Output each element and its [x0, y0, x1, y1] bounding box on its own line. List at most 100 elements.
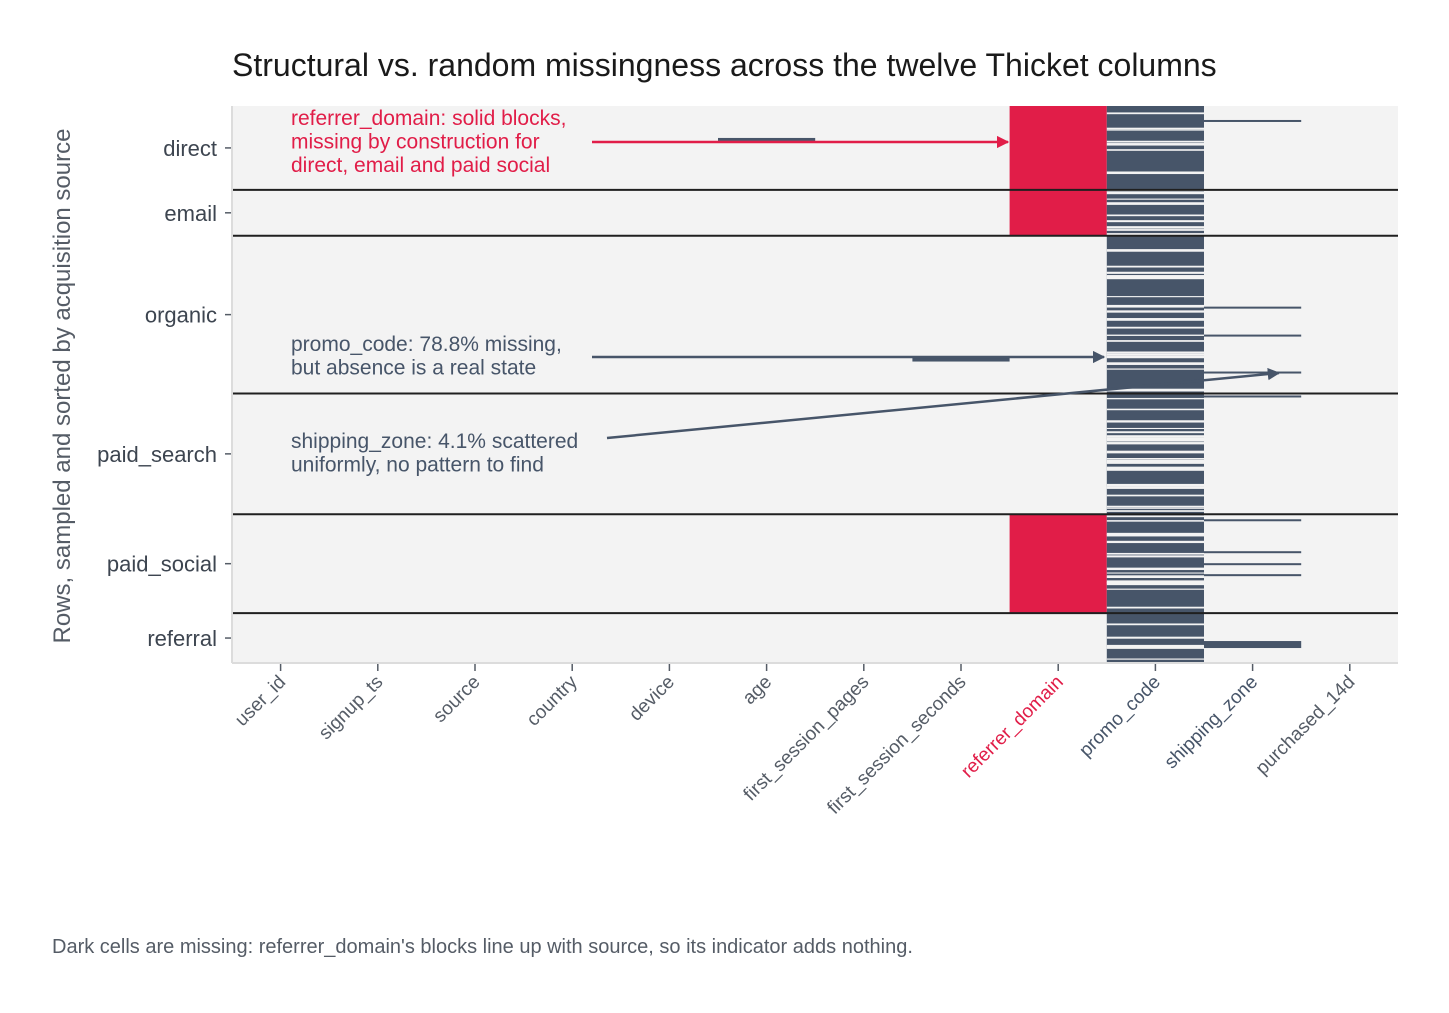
- promo-code-present-gap: [1106, 233, 1204, 236]
- promo-code-present-gap: [1106, 623, 1204, 625]
- promo-code-present-gap: [1106, 540, 1204, 544]
- promo-code-present-gap: [1106, 304, 1204, 308]
- x-tick-label: signup_ts: [315, 672, 387, 744]
- promo-code-present-gap: [1106, 353, 1204, 356]
- promo-code-present-gap: [1106, 226, 1204, 229]
- promo-code-present-gap: [1106, 420, 1204, 423]
- annotation-shipping-zone: shipping_zone: 4.1% scattered uniformly, …: [291, 430, 578, 477]
- promo-code-present-gap: [1106, 351, 1204, 354]
- promo-code-present-gap: [1106, 507, 1204, 509]
- x-tick-label: purchased_14d: [1252, 672, 1359, 779]
- promo-code-present-gap: [1106, 408, 1204, 411]
- missing-cell-shipping-zone: [1204, 563, 1302, 566]
- promo-code-present-gap: [1106, 276, 1204, 280]
- promo-code-present-gap: [1106, 510, 1204, 512]
- promo-code-present-gap: [1106, 439, 1204, 442]
- promo-code-present-gap: [1106, 486, 1204, 489]
- promo-code-present-gap: [1106, 249, 1204, 252]
- missing-cell-shipping-zone: [1204, 395, 1302, 398]
- promo-code-present-gap: [1106, 442, 1204, 445]
- promo-code-present-gap: [1106, 318, 1204, 321]
- promo-code-present-gap: [1106, 355, 1204, 359]
- chart-caption: Dark cells are missing: referrer_domain'…: [52, 936, 913, 958]
- promo-code-present-gap: [1106, 567, 1204, 571]
- promo-code-present-gap: [1106, 266, 1204, 268]
- y-tick-label: organic: [145, 303, 217, 328]
- promo-code-present-gap: [1106, 296, 1204, 298]
- promo-code-present-gap: [1106, 112, 1204, 115]
- x-tick-label: device: [625, 672, 679, 726]
- promo-code-present-gap: [1106, 326, 1204, 329]
- promo-code-present-gap: [1106, 140, 1204, 143]
- promo-code-present-gap: [1106, 461, 1204, 464]
- promo-code-present-gap: [1106, 362, 1204, 365]
- annotations-layer: referrer_domain: solid blocks, missing by…: [291, 107, 1281, 477]
- promo-code-present-gap: [1106, 450, 1204, 454]
- promo-code-present-gap: [1106, 127, 1204, 130]
- missing-cells-layer: [718, 106, 1302, 663]
- x-tick-label: shipping_zone: [1161, 672, 1263, 774]
- promo-code-present-gap: [1106, 555, 1204, 558]
- promo-code-present-gap: [1106, 582, 1204, 586]
- x-tick-label: source: [429, 672, 484, 727]
- missing-cell-age: [718, 137, 816, 141]
- promo-code-present-gap: [1106, 606, 1204, 609]
- y-tick-label: email: [164, 201, 217, 226]
- missing-cell-shipping-zone: [1204, 334, 1302, 337]
- promo-code-present-gap: [1106, 427, 1204, 430]
- promo-code-present-gap: [1106, 466, 1204, 469]
- promo-code-present-gap: [1106, 533, 1204, 537]
- annotation-arrow: [606, 367, 1281, 440]
- promo-code-present-gap: [1106, 459, 1204, 463]
- promo-code-present-gap: [1106, 458, 1204, 460]
- promo-code-present-gap: [1106, 310, 1204, 313]
- missing-cell-shipping-zone: [1204, 641, 1302, 649]
- chart-title: Structural vs. random missingness across…: [232, 47, 1217, 83]
- promo-code-present-gap: [1106, 202, 1204, 205]
- promo-code-present-gap: [1106, 552, 1204, 555]
- promo-code-present-gap: [1106, 334, 1204, 336]
- promo-code-present-gap: [1106, 575, 1204, 578]
- promo-code-present-gap: [1106, 467, 1204, 471]
- promo-code-present-gap: [1106, 431, 1204, 434]
- missing-cell-shipping-zone: [1204, 519, 1302, 522]
- promo-code-present-gap: [1106, 143, 1204, 146]
- promo-code-present-gap: [1106, 644, 1204, 648]
- promo-code-present-gap: [1106, 437, 1204, 440]
- promo-code-present-gap: [1106, 588, 1204, 590]
- promo-code-present-gap: [1106, 658, 1204, 660]
- promo-code-present-gap: [1106, 220, 1204, 223]
- promo-code-present-gap: [1106, 271, 1204, 274]
- promo-code-present-gap: [1106, 171, 1204, 175]
- promo-code-present-gap: [1106, 624, 1204, 626]
- missing-cell-referrer-domain: [1009, 106, 1107, 236]
- missing-cell-shipping-zone: [1204, 119, 1302, 122]
- missing-cell-shipping-zone: [1204, 551, 1302, 554]
- group-separators: [232, 188, 1398, 615]
- x-tick-label: age: [739, 672, 776, 709]
- missing-cell-shipping-zone: [1204, 574, 1302, 577]
- promo-code-present-gap: [1106, 191, 1204, 195]
- promo-code-present-gap: [1106, 397, 1204, 400]
- promo-code-present-gap: [1106, 520, 1204, 522]
- promo-code-present-gap: [1106, 229, 1204, 231]
- promo-code-present-gap: [1106, 572, 1204, 574]
- promo-code-present-gap: [1106, 129, 1204, 131]
- annotation-referrer-domain: referrer_domain: solid blocks, missing by…: [291, 107, 566, 177]
- promo-code-present-gap: [1106, 368, 1204, 370]
- promo-code-present-gap: [1106, 149, 1204, 151]
- missing-cell-shipping-zone: [1204, 371, 1302, 374]
- promo-code-present-gap: [1106, 646, 1204, 649]
- promo-code-present-gap: [1106, 214, 1204, 217]
- y-tick-label: direct: [163, 136, 217, 161]
- promo-code-present-gap: [1106, 435, 1204, 438]
- y-axis-label: Rows, sampled and sorted by acquisition …: [49, 129, 76, 644]
- promo-code-present-gap: [1106, 494, 1204, 497]
- x-tick-label: country: [523, 671, 582, 730]
- y-tick-label: paid_social: [107, 552, 217, 577]
- x-tick-label: referrer_domain: [957, 672, 1067, 782]
- promo-code-present-gap: [1106, 580, 1204, 583]
- promo-code-present-gap: [1106, 198, 1204, 200]
- promo-code-present-gap: [1106, 388, 1204, 392]
